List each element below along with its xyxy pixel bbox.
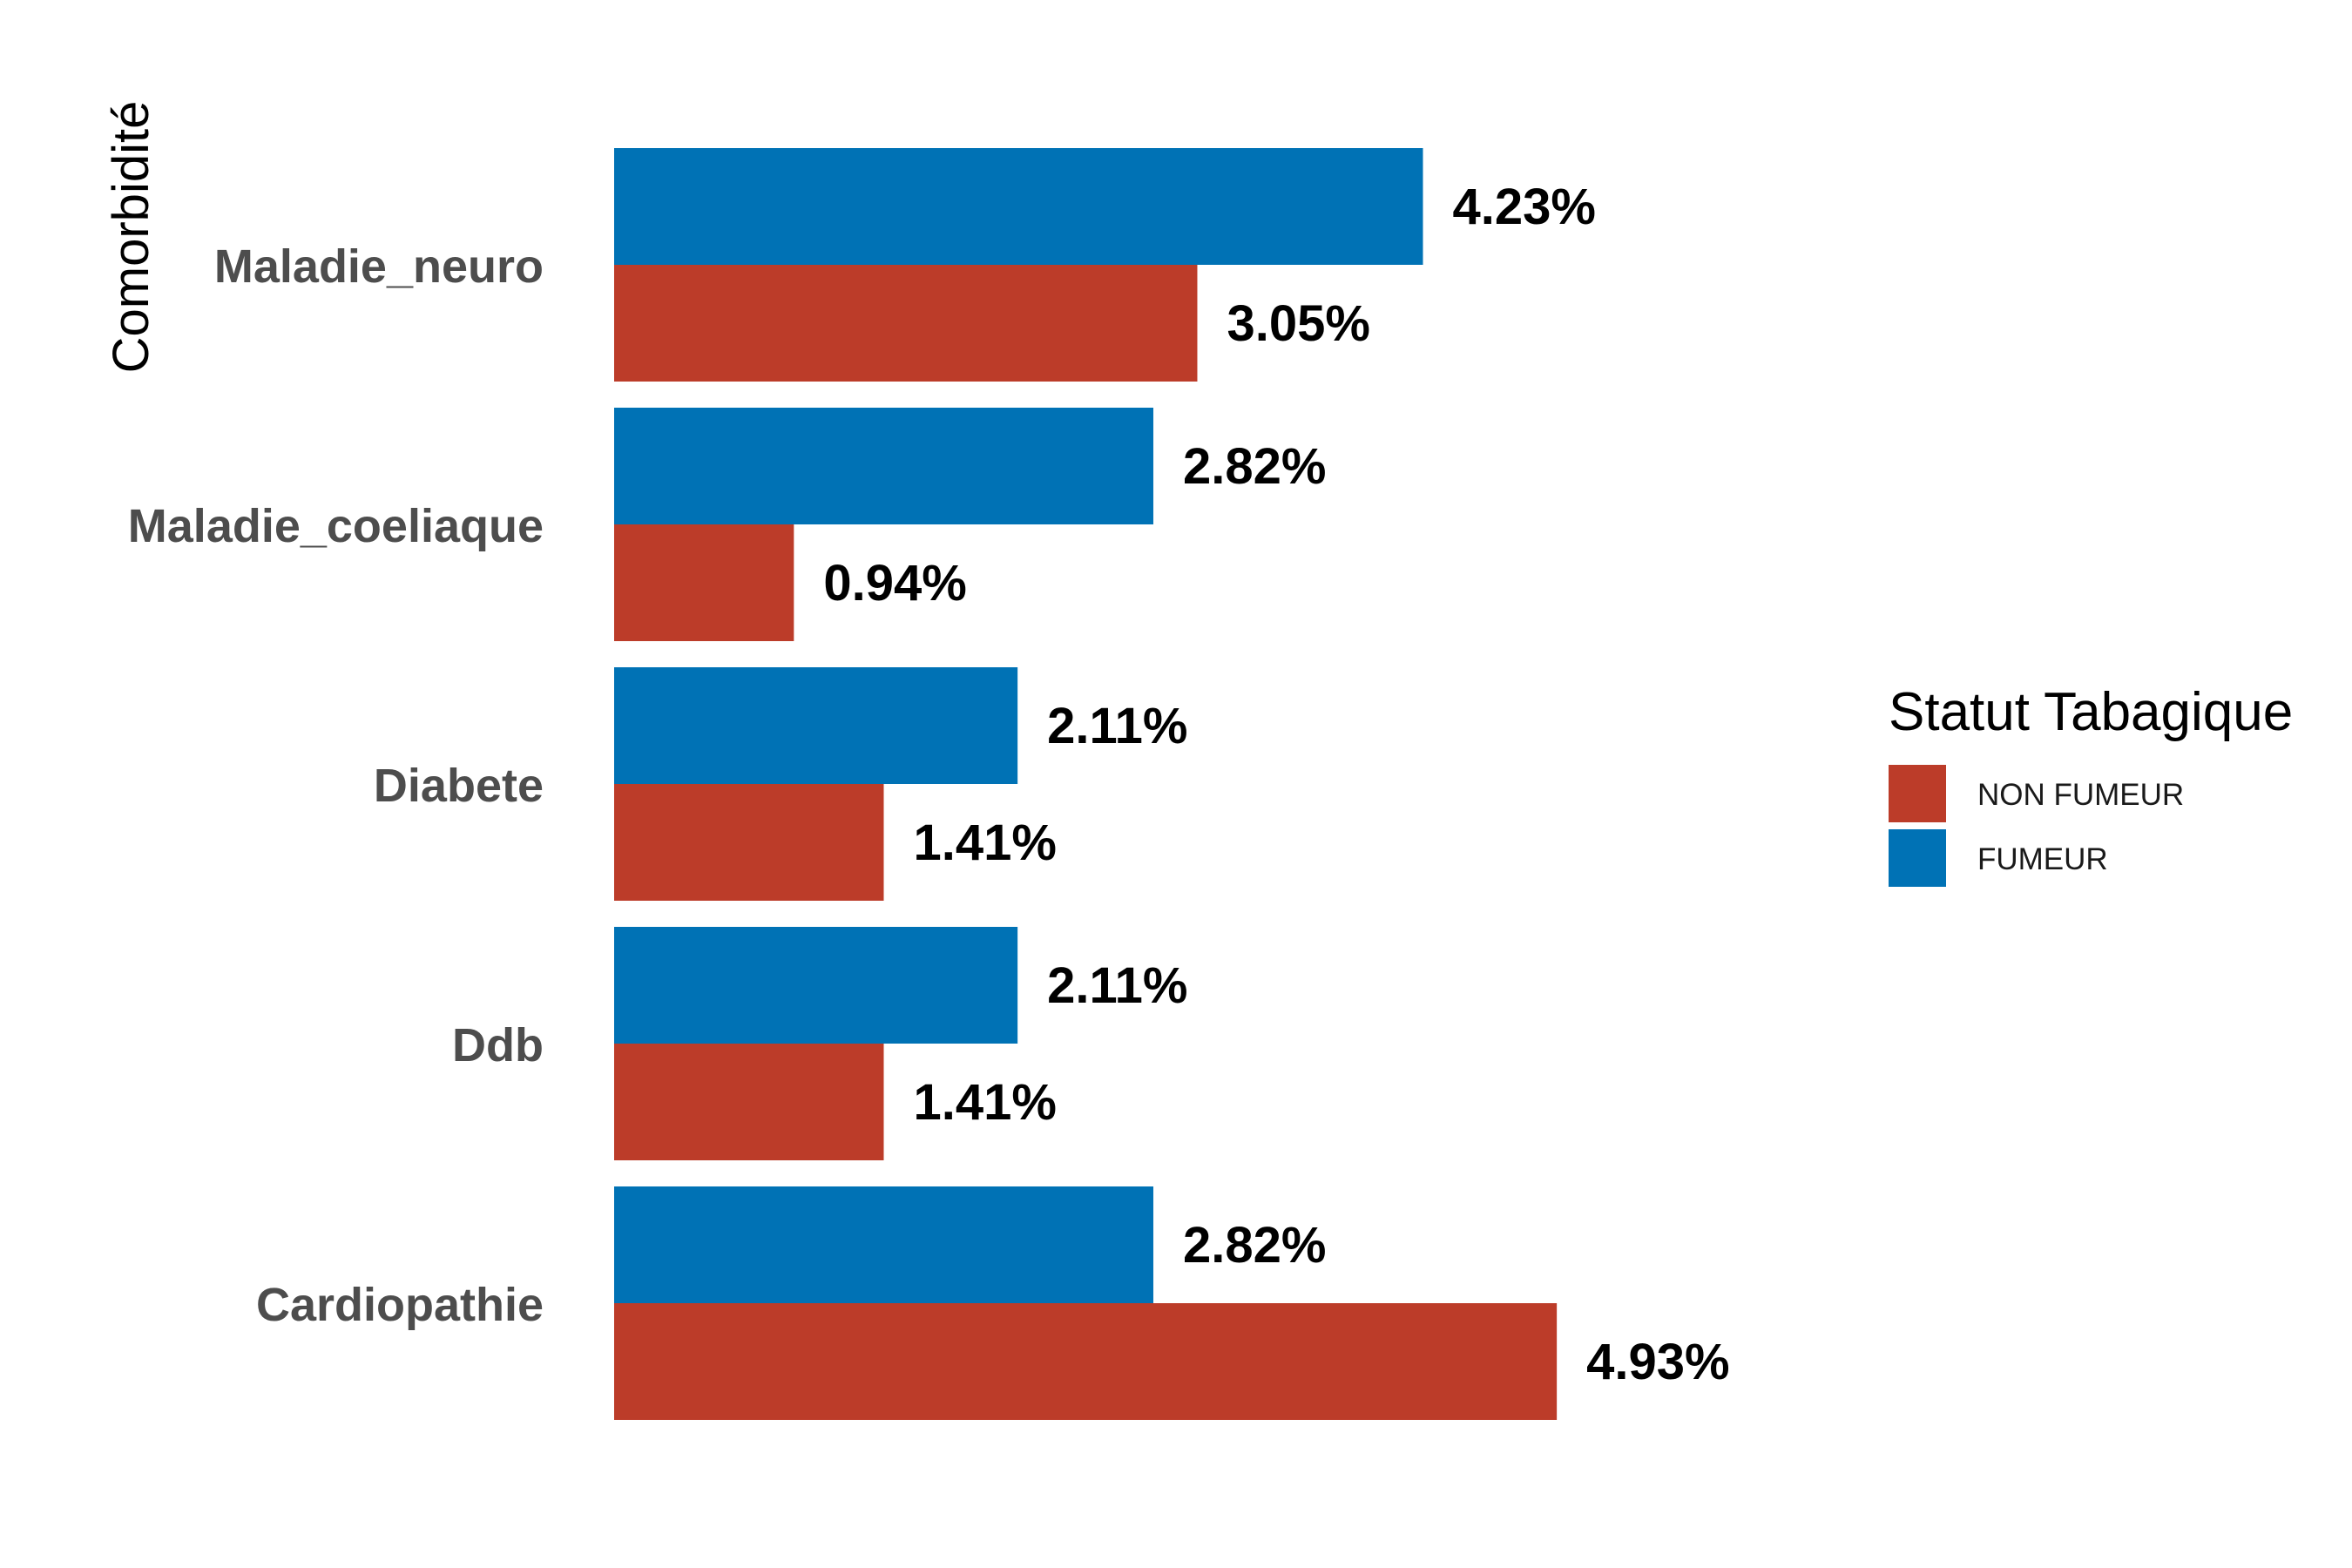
legend-entries: NON FUMEUR FUMEUR — [1889, 765, 2184, 887]
category-label-cardiopathie: Cardiopathie — [256, 1279, 544, 1331]
category-label-diabete: Diabete — [374, 760, 544, 812]
value-label-cardiopathie-fumeur: 2.82% — [1183, 1217, 1326, 1274]
value-label-diabete-fumeur: 2.11% — [1047, 698, 1187, 754]
value-labels: 4.23% 3.05% 2.82% 0.94% 2.11% 1.41% 2.11% 1.41%… — [823, 179, 1729, 1390]
bar-maladie-neuro-fumeur — [614, 148, 1423, 265]
bar-ddb-non-fumeur — [614, 1044, 884, 1160]
value-label-ddb-non-fumeur: 1.41% — [913, 1074, 1056, 1131]
value-label-ddb-fumeur: 2.11% — [1047, 957, 1187, 1014]
value-label-maladie-coeliaque-non-fumeur: 0.94% — [823, 555, 966, 612]
bar-cardiopathie-non-fumeur — [614, 1303, 1558, 1420]
value-label-diabete-non-fumeur: 1.41% — [913, 814, 1056, 871]
category-label-maladie-coeliaque: Maladie_coeliaque — [128, 500, 544, 552]
legend-title: Statut Tabagique — [1889, 682, 2293, 742]
category-label-ddb: Ddb — [452, 1019, 544, 1071]
value-label-maladie-coeliaque-fumeur: 2.82% — [1183, 438, 1326, 495]
bar-maladie-neuro-non-fumeur — [614, 265, 1198, 382]
bar-diabete-fumeur — [614, 667, 1018, 784]
legend-label-fumeur: FUMEUR — [1977, 842, 2108, 876]
bars-group — [614, 148, 1558, 1420]
category-label-maladie-neuro: Maladie_neuro — [214, 240, 544, 293]
value-label-maladie-neuro-non-fumeur: 3.05% — [1227, 295, 1369, 352]
legend-label-non-fumeur: NON FUMEUR — [1977, 778, 2184, 812]
legend-key-non-fumeur — [1889, 765, 1946, 822]
bar-ddb-fumeur — [614, 927, 1018, 1044]
value-label-maladie-neuro-fumeur: 4.23% — [1452, 179, 1595, 235]
bar-cardiopathie-fumeur — [614, 1186, 1153, 1303]
category-labels: Maladie_neuro Maladie_coeliaque Diabete Ddb… — [128, 240, 544, 1331]
bar-diabete-non-fumeur — [614, 784, 884, 901]
legend-key-fumeur — [1889, 829, 1946, 887]
value-label-cardiopathie-non-fumeur: 4.93% — [1586, 1334, 1729, 1390]
legend: Statut Tabagique NON FUMEUR FUMEUR — [1889, 682, 2293, 887]
y-axis-title: Comorbidité — [103, 101, 159, 374]
bar-maladie-coeliaque-non-fumeur — [614, 524, 794, 641]
bar-maladie-coeliaque-fumeur — [614, 408, 1153, 524]
